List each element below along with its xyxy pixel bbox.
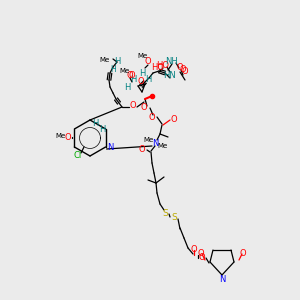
Text: N: N bbox=[107, 142, 114, 152]
Text: H: H bbox=[92, 118, 98, 127]
Text: H: H bbox=[110, 64, 116, 74]
Text: Me: Me bbox=[157, 143, 167, 149]
Text: H: H bbox=[145, 74, 151, 83]
Text: O: O bbox=[65, 133, 71, 142]
Text: O: O bbox=[141, 103, 147, 112]
Text: Cl: Cl bbox=[74, 151, 82, 160]
Text: H: H bbox=[99, 125, 105, 134]
Text: O: O bbox=[198, 250, 204, 259]
Text: Me: Me bbox=[138, 53, 148, 59]
Text: O: O bbox=[182, 68, 188, 76]
Text: HO: HO bbox=[152, 64, 164, 73]
Text: O: O bbox=[199, 254, 205, 262]
Text: HN: HN bbox=[164, 70, 176, 80]
Text: HO: HO bbox=[157, 61, 169, 70]
Text: O: O bbox=[191, 244, 197, 253]
Text: H: H bbox=[124, 83, 130, 92]
Text: O: O bbox=[138, 77, 144, 86]
Text: H: H bbox=[130, 74, 136, 83]
Text: Me: Me bbox=[55, 133, 65, 139]
Text: O: O bbox=[171, 116, 177, 124]
Text: O: O bbox=[127, 70, 133, 80]
Text: O: O bbox=[130, 100, 136, 109]
Text: N: N bbox=[152, 139, 158, 148]
Text: O: O bbox=[180, 65, 186, 74]
Text: Me: Me bbox=[100, 57, 110, 63]
Text: O: O bbox=[149, 112, 155, 122]
Text: S: S bbox=[162, 208, 168, 217]
Text: O: O bbox=[177, 62, 183, 71]
Text: O: O bbox=[139, 145, 145, 154]
Text: S: S bbox=[171, 214, 177, 223]
Text: O: O bbox=[240, 250, 246, 259]
Text: H: H bbox=[114, 58, 120, 67]
Text: O: O bbox=[129, 71, 135, 80]
Text: H: H bbox=[139, 68, 145, 77]
Text: NH: NH bbox=[166, 58, 178, 67]
Text: Me: Me bbox=[143, 137, 153, 143]
Text: N: N bbox=[219, 274, 225, 284]
Text: Me: Me bbox=[119, 68, 129, 74]
Text: O: O bbox=[145, 58, 151, 67]
